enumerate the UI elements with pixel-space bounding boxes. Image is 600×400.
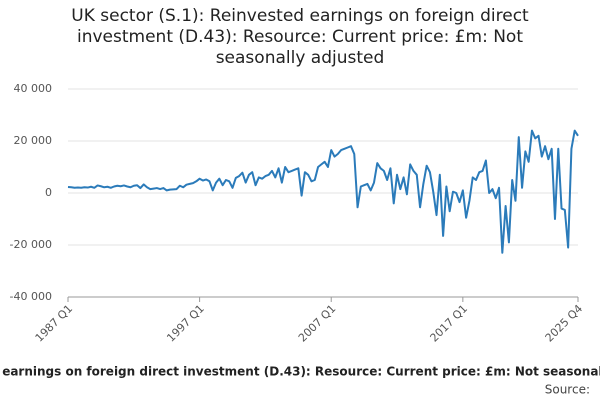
chart-title: UK sector (S.1): Reinvested earnings on … <box>71 6 529 68</box>
y-tick-label: 40 000 <box>14 82 53 95</box>
y-tick-label: -20 000 <box>10 238 52 251</box>
source: Source: <box>545 383 590 397</box>
y-tick-label: 0 <box>45 186 52 199</box>
x-tick-label: 1987 Q1 <box>33 302 76 345</box>
data-line <box>67 129 579 254</box>
footer: Reinvested earnings on foreign direct in… <box>0 365 600 379</box>
x-tick-label: 2007 Q1 <box>296 302 339 345</box>
x-tick-label: 2017 Q1 <box>428 302 471 345</box>
x-tick-label: 1997 Q1 <box>164 302 207 345</box>
y-tick-label: -40 000 <box>10 290 52 303</box>
x-tick-label: 2025 Q4 <box>543 302 586 345</box>
y-tick-label: 20 000 <box>14 134 53 147</box>
